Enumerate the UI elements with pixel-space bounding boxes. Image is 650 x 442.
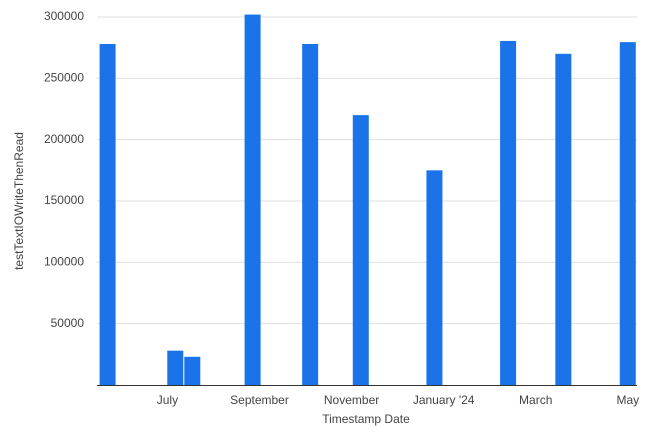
- y-axis-title: testTextIOWriteThenRead: [12, 132, 26, 270]
- x-tick-label: January '24: [413, 393, 475, 407]
- y-tick-label: 50000: [51, 316, 85, 330]
- x-tick-label: March: [519, 393, 552, 407]
- y-tick-label: 150000: [44, 193, 84, 207]
- x-tick-label: November: [324, 393, 379, 407]
- bar: [500, 40, 517, 386]
- x-tick-label: May: [616, 393, 639, 407]
- y-tick-label: 300000: [44, 9, 84, 23]
- x-axis-title: Timestamp Date: [322, 412, 410, 426]
- bar: [184, 356, 201, 385]
- y-tick-label: 200000: [44, 132, 84, 146]
- x-tick-label: July: [157, 393, 178, 407]
- bar: [619, 42, 636, 385]
- bar: [99, 43, 116, 386]
- bar: [302, 43, 319, 386]
- x-tick-label: September: [230, 393, 289, 407]
- bar: [555, 53, 572, 386]
- y-tick-label: 250000: [44, 71, 84, 85]
- bar: [426, 170, 443, 385]
- y-tick-label: 100000: [44, 255, 84, 269]
- bar: [167, 350, 184, 385]
- bar: [244, 14, 261, 386]
- bar: [352, 115, 369, 385]
